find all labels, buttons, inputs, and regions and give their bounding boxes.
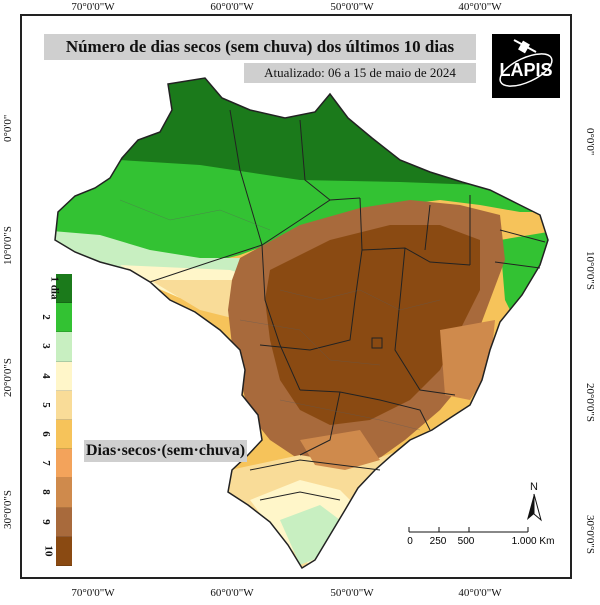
legend-swatch: 2 bbox=[40, 303, 72, 333]
legend-label: 7 bbox=[39, 460, 52, 466]
legend-label: 9 bbox=[39, 518, 52, 525]
legend-swatch: 9 bbox=[40, 507, 72, 537]
legend-label: 10 bbox=[42, 545, 55, 557]
legend-swatch: 7 bbox=[40, 449, 72, 479]
legend-label: 5 bbox=[39, 402, 52, 408]
scale-label: 250 bbox=[429, 536, 447, 547]
legend-swatch: 5 bbox=[40, 390, 72, 420]
legend-label: 8 bbox=[39, 489, 52, 496]
legend-swatch: 8 bbox=[40, 478, 72, 508]
legend-swatch: 6 bbox=[40, 419, 72, 450]
legend-swatch: 10 bbox=[43, 536, 72, 566]
lon-tick-bottom: 60°0'0"W bbox=[210, 587, 254, 599]
lapis-logo: LAPIS bbox=[492, 34, 560, 98]
legend-swatch: 4 bbox=[40, 361, 72, 391]
legend: 1 dia 2 3 4 5 6 7 8 9 10 bbox=[40, 274, 72, 566]
lon-tick-top: 50°0'0"W bbox=[330, 1, 374, 13]
lon-tick-bottom: 50°0'0"W bbox=[330, 587, 374, 599]
legend-title: Dias·secos·(sem·chuva) bbox=[84, 440, 248, 462]
legend-label: 2 bbox=[39, 314, 52, 321]
north-arrow: N bbox=[522, 480, 546, 522]
lon-tick-top: 70°0'0"W bbox=[71, 1, 115, 13]
lon-tick-bottom: 40°0'0"W bbox=[458, 587, 502, 599]
legend-label: 3 bbox=[39, 343, 52, 350]
north-label: N bbox=[530, 481, 538, 493]
legend-swatch: 3 bbox=[40, 332, 72, 362]
scale-label: 0 bbox=[407, 536, 413, 547]
lon-tick-top: 60°0'0"W bbox=[210, 1, 254, 13]
legend-swatch: 1 dia bbox=[48, 274, 72, 304]
lon-tick-top: 40°0'0"W bbox=[458, 1, 502, 13]
map-title: Número de dias secos (sem chuva) dos últ… bbox=[44, 34, 476, 60]
logo-text: LAPIS bbox=[499, 60, 552, 80]
legend-label: 1 dia bbox=[48, 276, 61, 300]
legend-label: 4 bbox=[39, 372, 52, 379]
lon-tick-bottom: 70°0'0"W bbox=[71, 587, 115, 599]
scale-label: 1.000 Km bbox=[511, 536, 555, 547]
scale-label: 500 bbox=[457, 536, 475, 547]
map-subtitle: Atualizado: 06 a 15 de maio de 2024 bbox=[244, 63, 476, 83]
legend-label: 6 bbox=[39, 431, 52, 437]
state-borders bbox=[149, 109, 546, 501]
